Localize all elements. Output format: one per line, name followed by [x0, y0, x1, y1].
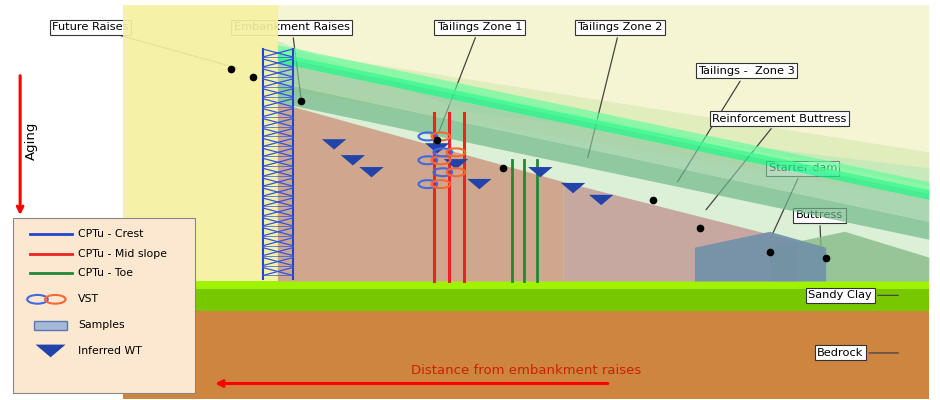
Text: CPTu - Toe: CPTu - Toe — [78, 268, 133, 278]
Text: Distance from embankment raises: Distance from embankment raises — [411, 364, 641, 377]
Text: Bedrock: Bedrock — [817, 348, 899, 358]
Polygon shape — [278, 49, 930, 282]
Text: Inferred WT: Inferred WT — [78, 346, 142, 356]
Polygon shape — [278, 103, 564, 282]
Polygon shape — [278, 83, 930, 240]
FancyBboxPatch shape — [34, 321, 67, 330]
Polygon shape — [321, 139, 346, 150]
Polygon shape — [695, 232, 826, 282]
Polygon shape — [359, 167, 384, 177]
Text: Sandy Clay: Sandy Clay — [808, 290, 899, 300]
Polygon shape — [340, 155, 365, 166]
Polygon shape — [425, 143, 449, 154]
Text: CPTu - Mid slope: CPTu - Mid slope — [78, 249, 167, 259]
FancyBboxPatch shape — [12, 218, 196, 393]
Text: Reinforcement Buttress: Reinforcement Buttress — [706, 114, 847, 210]
Polygon shape — [278, 63, 930, 222]
Polygon shape — [770, 232, 930, 282]
Polygon shape — [36, 344, 66, 357]
Text: Samples: Samples — [78, 320, 125, 330]
Polygon shape — [123, 282, 930, 311]
Text: Starter dam: Starter dam — [769, 163, 837, 237]
Text: CPTu - Crest: CPTu - Crest — [78, 229, 144, 239]
Text: Aging: Aging — [24, 121, 38, 160]
Polygon shape — [561, 183, 586, 193]
Text: Embankment Raises: Embankment Raises — [234, 22, 350, 98]
Polygon shape — [528, 167, 553, 177]
Polygon shape — [589, 195, 614, 205]
Text: Buttress: Buttress — [796, 210, 843, 255]
Polygon shape — [123, 282, 930, 289]
Polygon shape — [467, 179, 492, 189]
Polygon shape — [123, 311, 930, 399]
Polygon shape — [278, 53, 930, 200]
Text: Future Raises: Future Raises — [53, 22, 238, 68]
Polygon shape — [123, 5, 278, 282]
Polygon shape — [123, 5, 930, 200]
Polygon shape — [564, 182, 798, 282]
Text: VST: VST — [78, 294, 100, 304]
Polygon shape — [444, 159, 468, 170]
Polygon shape — [278, 45, 930, 194]
Text: Tailings Zone 2: Tailings Zone 2 — [577, 22, 663, 158]
Polygon shape — [278, 41, 930, 186]
Text: Tailings -  Zone 3: Tailings - Zone 3 — [678, 66, 795, 182]
Text: Tailings Zone 1: Tailings Zone 1 — [436, 22, 522, 134]
